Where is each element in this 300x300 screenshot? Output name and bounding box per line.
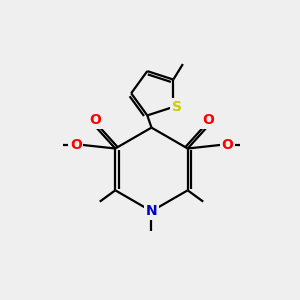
Text: O: O [89, 113, 101, 128]
Text: N: N [146, 204, 157, 218]
Text: S: S [172, 100, 182, 114]
Text: O: O [221, 138, 233, 152]
Text: O: O [202, 113, 214, 128]
Text: O: O [70, 138, 82, 152]
